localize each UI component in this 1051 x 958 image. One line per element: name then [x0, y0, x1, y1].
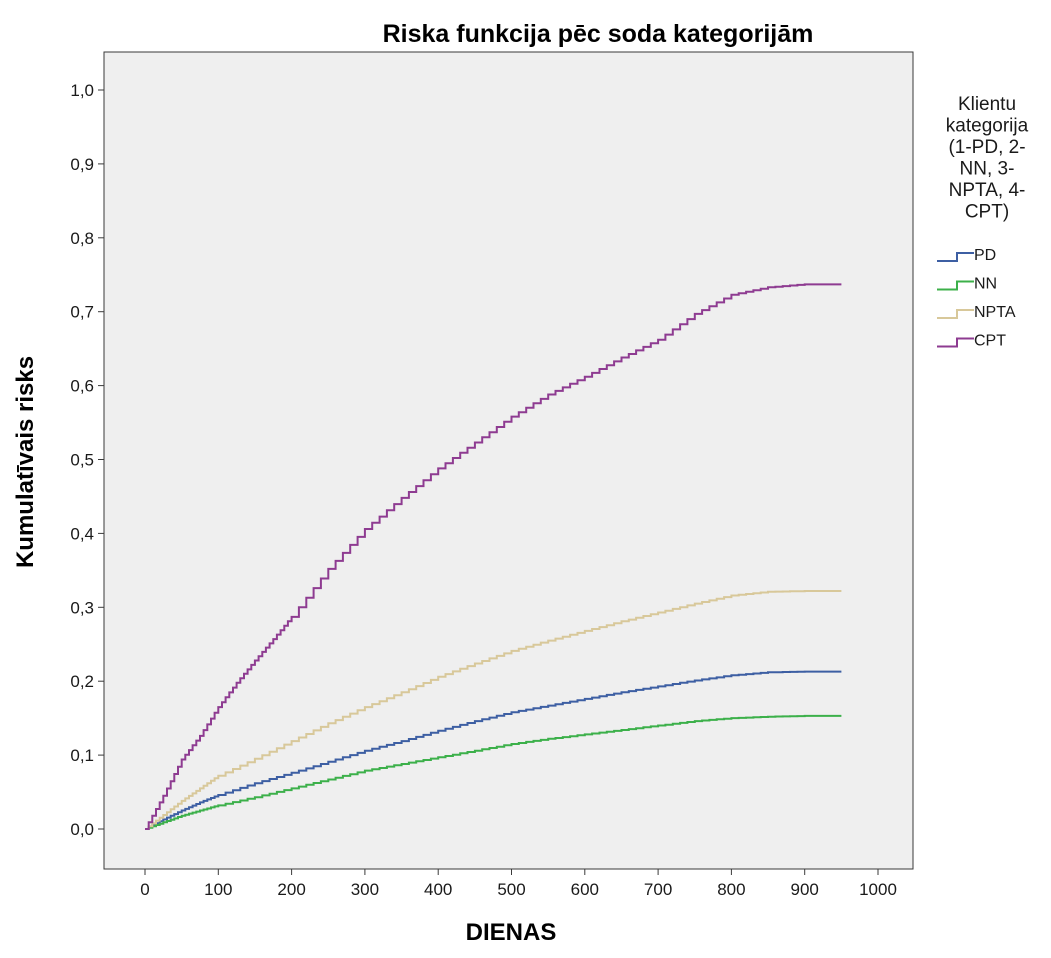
- legend-label-cpt: CPT: [974, 333, 1006, 350]
- legend-swatch-nn: [937, 280, 974, 291]
- y-tick-label: 0,1: [70, 746, 94, 765]
- y-tick-label: 0,4: [70, 524, 94, 543]
- series-line-nn: [145, 714, 842, 830]
- y-tick-label: 0,3: [70, 598, 94, 617]
- legend-title-line: NN, 3-: [960, 159, 1015, 180]
- legend-label-pd: PD: [974, 247, 996, 264]
- legend-title-line: (1-PD, 2-: [948, 137, 1025, 158]
- series-line-cpt: [145, 283, 842, 830]
- legend-label-nn: NN: [974, 276, 997, 293]
- y-tick-label: 0,7: [70, 303, 94, 322]
- legend-swatch-npta: [937, 309, 974, 319]
- x-tick-label: 900: [791, 880, 819, 899]
- x-tick-label: 200: [277, 880, 305, 899]
- legend-title-line: NPTA, 4-: [949, 180, 1026, 201]
- plot-area: [103, 51, 914, 870]
- x-tick-label: 600: [571, 880, 599, 899]
- series-line-pd: [145, 670, 842, 830]
- chart-title: Riska funkcija pēc soda kategorijām: [383, 20, 814, 48]
- y-tick-label: 0,0: [70, 820, 94, 839]
- y-axis-title: Kumulatīvais risks: [12, 356, 39, 568]
- legend-swatch-cpt: [937, 337, 974, 348]
- y-tick-label: 0,5: [70, 451, 94, 470]
- x-tick-label: 100: [204, 880, 232, 899]
- x-tick-label: 400: [424, 880, 452, 899]
- series-line-npta: [145, 590, 842, 830]
- legend-title-line: CPT): [965, 202, 1009, 223]
- y-tick-label: 0,2: [70, 672, 94, 691]
- legend-title-line: kategorija: [946, 116, 1029, 137]
- legend-title-line: Klientu: [958, 94, 1016, 115]
- x-axis-title: DIENAS: [466, 919, 557, 946]
- y-tick-label: 0,9: [70, 155, 94, 174]
- y-tick-label: 1,0: [70, 81, 94, 100]
- x-tick-label: 0: [140, 880, 149, 899]
- x-tick-label: 700: [644, 880, 672, 899]
- x-tick-label: 800: [717, 880, 745, 899]
- x-tick-label: 1000: [859, 880, 897, 899]
- x-tick-label: 500: [497, 880, 525, 899]
- y-tick-label: 0,8: [70, 229, 94, 248]
- y-tick-label: 0,6: [70, 377, 94, 396]
- legend-swatch-pd: [937, 252, 974, 262]
- x-tick-label: 300: [351, 880, 379, 899]
- legend-label-npta: NPTA: [974, 304, 1016, 321]
